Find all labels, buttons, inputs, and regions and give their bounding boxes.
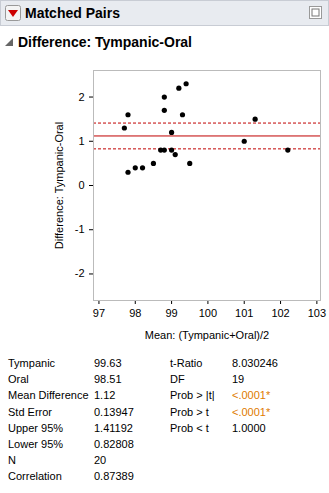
svg-text:0: 0 [78, 179, 84, 191]
html-text:19: 19 [232, 373, 245, 386]
html-text:Matched Pairs: Matched Pairs [25, 5, 120, 21]
html-text:Oral: Oral [8, 373, 29, 386]
html-text:20: 20 [94, 454, 107, 467]
html-text:Prob > |t|: Prob > |t| [170, 389, 215, 402]
html-text:1.12: 1.12 [94, 389, 116, 402]
svg-text:98: 98 [129, 307, 141, 319]
html-text:98.51: 98.51 [94, 373, 122, 386]
html-text:1.41192: 1.41192 [94, 421, 133, 434]
html-text:DF: DF [170, 373, 185, 386]
html-text:Lower 95%: Lower 95% [8, 437, 63, 450]
html-text:Upper 95%: Upper 95% [8, 421, 63, 434]
svg-text:103: 103 [308, 307, 326, 319]
svg-text:-2: -2 [75, 267, 85, 279]
html-text:Tympanic: Tympanic [8, 357, 56, 369]
html-text:0.87389: 0.87389 [94, 470, 134, 483]
html-text:99.63: 99.63 [94, 357, 122, 369]
html-text:Correlation: Correlation [8, 470, 62, 483]
html-text:Prob < t: Prob < t [170, 421, 209, 434]
html-text:0.82808: 0.82808 [94, 437, 134, 450]
html-text:N: N [8, 454, 16, 467]
html-text:0.13947: 0.13947 [94, 405, 134, 418]
svg-text:97: 97 [93, 307, 105, 319]
svg-text:Mean: (Tympanic+Oral)/2: Mean: (Tympanic+Oral)/2 [145, 329, 269, 341]
svg-text:1: 1 [78, 135, 84, 147]
html-text:Std Error: Std Error [8, 405, 52, 418]
html-text:t-Ratio: t-Ratio [170, 357, 203, 369]
svg-text:-1: -1 [75, 223, 85, 235]
html-text:1.0000: 1.0000 [232, 421, 266, 434]
html-text:8.030246: 8.030246 [232, 357, 278, 369]
svg-text:2: 2 [78, 91, 84, 103]
svg-text:102: 102 [271, 307, 289, 319]
html-text:Difference: Tympanic-Oral: Difference: Tympanic-Oral [18, 34, 192, 50]
html-text:<.0001*: <.0001* [232, 405, 271, 418]
html-text:Mean Difference: Mean Difference [8, 389, 89, 402]
html-text:Prob > t: Prob > t [170, 405, 209, 418]
html-text:<.0001*: <.0001* [232, 389, 271, 402]
svg-text:100: 100 [199, 307, 217, 319]
svg-text:101: 101 [235, 307, 253, 319]
svg-text:Difference: Tympanic-Oral: Difference: Tympanic-Oral [53, 122, 65, 249]
svg-text:99: 99 [165, 307, 177, 319]
